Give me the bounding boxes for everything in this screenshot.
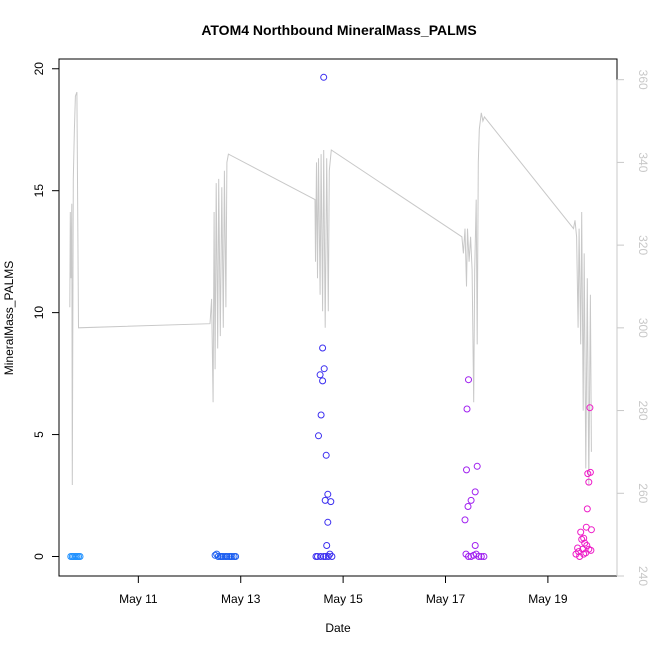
- chart-title: ATOM4 Northbound MineralMass_PALMS: [201, 22, 476, 38]
- data-point: [76, 553, 84, 560]
- data-point: [320, 553, 328, 560]
- data-point: [320, 73, 328, 81]
- data-point: [317, 411, 325, 419]
- data-point: [586, 404, 594, 412]
- x-tick-label: May 15: [323, 592, 363, 606]
- y-tick-label: 15: [32, 184, 46, 198]
- y2-axis: 240 260 280 300 320 340 360: [616, 70, 650, 586]
- data-point: [465, 553, 472, 560]
- data-point: [211, 551, 219, 559]
- secondary-series-line: [69, 91, 592, 486]
- data-point: [463, 466, 470, 474]
- data-point: [223, 553, 231, 560]
- x-tick-label: May 13: [221, 592, 261, 606]
- y-tick-label: 5: [32, 431, 46, 438]
- data-point: [587, 546, 595, 554]
- data-point: [232, 553, 240, 560]
- x-tick-label: May 19: [528, 592, 568, 606]
- data-point: [461, 516, 469, 524]
- x-tick-label: May 17: [426, 592, 466, 606]
- y2-tick-label: 340: [636, 152, 650, 172]
- data-point: [471, 488, 479, 496]
- x-axis-label: Date: [325, 621, 351, 635]
- data-point: [320, 365, 328, 373]
- data-point: [319, 344, 327, 352]
- y-axis-label: MineralMass_PALMS: [2, 261, 16, 375]
- data-point: [580, 534, 588, 542]
- data-point: [463, 405, 471, 413]
- data-point: [228, 553, 236, 560]
- data-point: [477, 553, 485, 560]
- secondary-series-path: [69, 91, 592, 486]
- y2-tick-label: 300: [636, 318, 650, 338]
- data-point: [324, 490, 332, 498]
- scatter-points: [67, 73, 595, 560]
- data-point: [467, 496, 475, 504]
- data-point: [583, 542, 591, 549]
- data-point: [327, 498, 335, 506]
- data-point: [471, 542, 479, 549]
- y2-tick-label: 240: [636, 566, 650, 586]
- data-point: [586, 468, 594, 476]
- x-axis: May 11 May 13 May 15 May 17 May 19: [119, 575, 568, 606]
- data-point: [315, 432, 322, 440]
- y-tick-label: 20: [32, 62, 46, 76]
- y2-tick-label: 260: [636, 483, 650, 503]
- data-point: [464, 503, 472, 510]
- data-point: [321, 496, 329, 504]
- data-point: [577, 528, 585, 536]
- data-point: [574, 544, 582, 552]
- data-point: [473, 462, 481, 470]
- data-point: [465, 376, 472, 384]
- data-point: [322, 451, 330, 459]
- data-point: [475, 553, 483, 560]
- y-tick-label: 0: [32, 553, 46, 560]
- data-point: [323, 542, 331, 549]
- y-axis: 0 5 10 15 20: [32, 62, 60, 560]
- data-point: [214, 553, 222, 560]
- data-point: [328, 553, 336, 560]
- data-point: [585, 478, 593, 486]
- y2-tick-label: 280: [636, 401, 650, 421]
- y2-tick-label: 320: [636, 235, 650, 255]
- data-point: [317, 553, 325, 560]
- data-point: [587, 526, 595, 534]
- x-tick-label: May 11: [119, 592, 158, 606]
- data-point: [316, 371, 324, 379]
- data-point: [324, 518, 332, 526]
- y2-tick-label: 360: [636, 70, 650, 90]
- data-point: [480, 553, 488, 560]
- data-point: [580, 550, 588, 558]
- data-point: [319, 377, 327, 385]
- plot-frame: [58, 58, 618, 577]
- y-tick-label: 10: [32, 306, 46, 320]
- data-point: [583, 505, 591, 513]
